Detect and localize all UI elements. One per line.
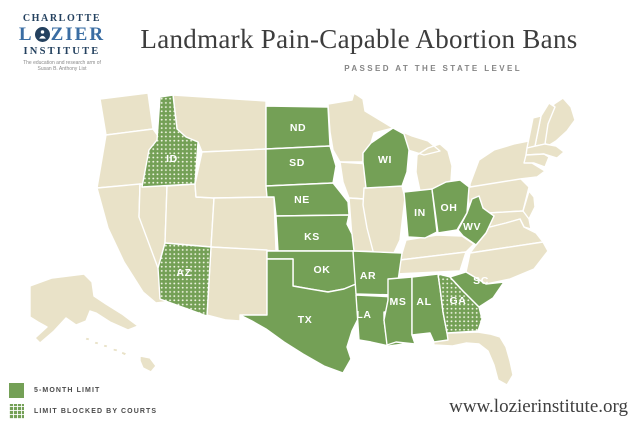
five-month-limit-swatch-icon (9, 383, 24, 398)
state-hi (84, 336, 157, 373)
state-label-sc: SC (473, 275, 489, 287)
state-sd (265, 145, 337, 187)
legend-item-five-month: 5-MONTH LIMIT (9, 383, 157, 398)
legend-item-blocked: LIMIT BLOCKED BY COURTS (9, 404, 157, 419)
logo-lozier-l: L (18, 24, 34, 45)
state-label-ga: GA (450, 295, 467, 307)
state-label-la: LA (356, 309, 371, 321)
state-label-ar: AR (360, 270, 376, 282)
state-label-az: AZ (176, 267, 191, 279)
website-link[interactable]: www.lozierinstitute.org (449, 396, 628, 417)
state-label-ks: KS (304, 231, 320, 243)
header: Landmark Pain-Capable Abortion Bans PASS… (128, 24, 590, 73)
logo-lozier-text: L ZIER (18, 25, 106, 44)
state-wy (194, 148, 268, 199)
state-label-ok: OK (314, 264, 331, 276)
state-label-wv: WV (463, 221, 481, 233)
state-label-in: IN (414, 207, 426, 219)
state-ms (383, 276, 416, 346)
state-label-wi: WI (378, 154, 392, 166)
five-month-limit-label: 5-MONTH LIMIT (34, 387, 101, 394)
state-label-ne: NE (294, 194, 310, 206)
globe-figure-icon (34, 27, 50, 42)
state-wv (457, 195, 495, 246)
page-subtitle: PASSED AT THE STATE LEVEL (344, 64, 522, 73)
state-label-ms: MS (390, 296, 407, 308)
state-wi (362, 127, 410, 189)
page-title: Landmark Pain-Capable Abortion Bans (140, 24, 578, 54)
state-label-tx: TX (298, 314, 313, 326)
logo-charlotte-text: CHARLOTTE (22, 13, 102, 24)
blocked-by-courts-label: LIMIT BLOCKED BY COURTS (34, 408, 158, 415)
state-nm (206, 246, 268, 322)
state-in (403, 188, 438, 239)
state-mi (397, 129, 453, 192)
state-sc (449, 271, 505, 308)
state-mn (327, 92, 394, 163)
logo-tagline: The education and research arm of Susan … (18, 60, 106, 73)
logo-institute-text: INSTITUTE (23, 46, 101, 57)
charlotte-lozier-logo: CHARLOTTE L ZIER INSTITUTE The education … (18, 13, 106, 73)
state-label-al: AL (416, 296, 431, 308)
state-ak (29, 273, 139, 344)
state-id (141, 94, 199, 188)
state-label-id: ID (166, 153, 178, 165)
state-az (157, 242, 212, 317)
state-wa (99, 92, 154, 136)
state-ct (523, 153, 550, 168)
state-co (210, 196, 277, 252)
state-label-nd: ND (290, 122, 306, 134)
state-oh (431, 179, 470, 234)
map-legend: 5-MONTH LIMIT LIMIT BLOCKED BY COURTS (9, 383, 157, 425)
state-tx (239, 258, 360, 374)
logo-lozier-rest: ZIER (50, 24, 106, 45)
logo-tagline-line2: Susan B. Anthony List (37, 66, 87, 73)
state-fl (432, 331, 514, 386)
blocked-by-courts-swatch-icon (9, 404, 24, 419)
logo-tagline-line1: The education and research arm of (23, 60, 101, 66)
state-label-sd: SD (289, 157, 305, 169)
state-label-oh: OH (441, 202, 458, 214)
